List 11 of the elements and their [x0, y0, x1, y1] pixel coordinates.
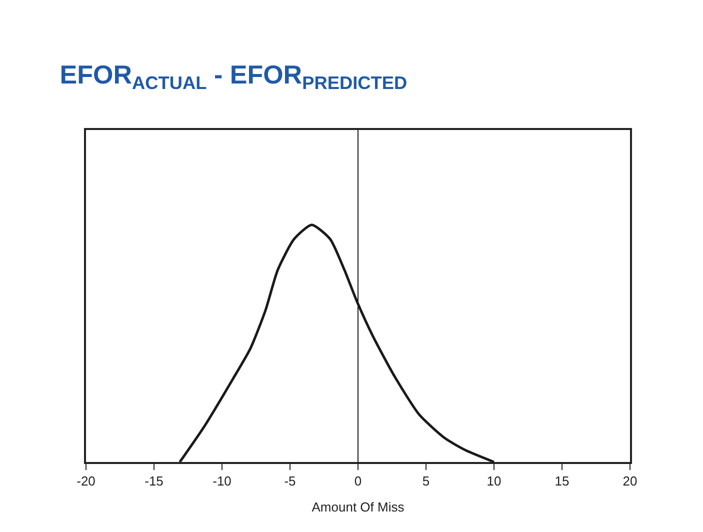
x-axis-title: Amount Of Miss: [312, 500, 405, 515]
x-tick-label: 0: [354, 474, 362, 489]
x-tick-label: -15: [144, 474, 164, 489]
x-tick-label: -10: [212, 474, 232, 489]
x-tick-label: -5: [284, 474, 296, 489]
x-tick-label: 5: [422, 474, 430, 489]
x-tick-label: 20: [622, 474, 638, 489]
chart-title: EFOR$_{ACTUAL}$ - EFOR$_{PREDICTED}$: [60, 60, 408, 94]
x-tick-label: 10: [486, 474, 502, 489]
x-tick-label: -20: [76, 474, 96, 489]
x-tick-label: 15: [554, 474, 570, 489]
